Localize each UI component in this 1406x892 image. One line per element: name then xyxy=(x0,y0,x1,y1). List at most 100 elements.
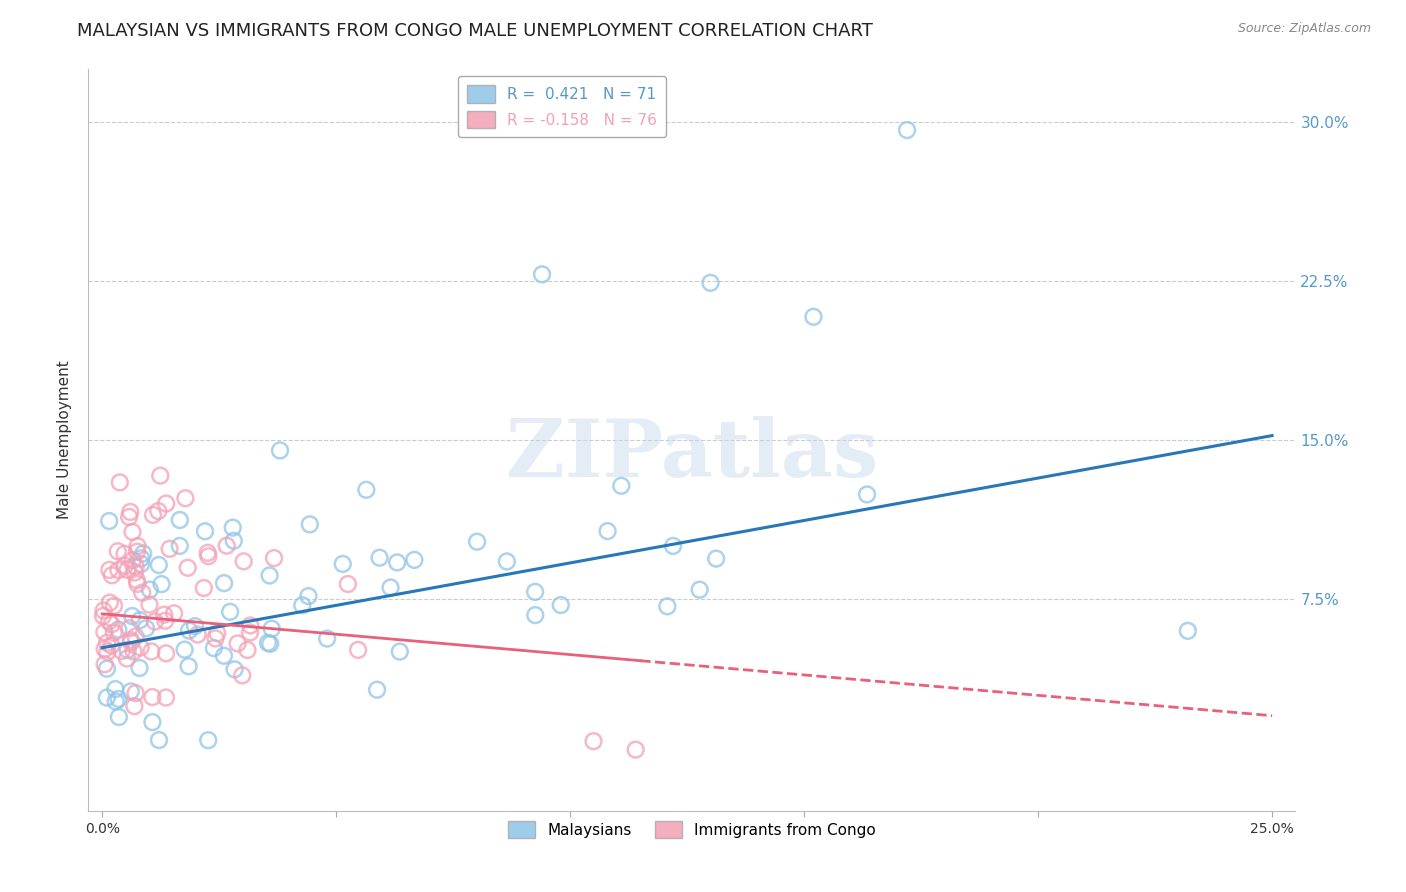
Point xyxy=(100,639,122,653)
Point xyxy=(524,585,547,599)
Point xyxy=(236,643,259,657)
Point xyxy=(91,609,114,624)
Point xyxy=(141,644,163,658)
Point xyxy=(215,539,238,553)
Point xyxy=(155,690,177,705)
Point xyxy=(297,589,319,603)
Point xyxy=(114,558,136,573)
Point xyxy=(93,642,115,657)
Point xyxy=(388,644,411,658)
Point xyxy=(98,563,121,577)
Point xyxy=(128,613,150,627)
Point xyxy=(260,622,283,636)
Point xyxy=(298,517,321,532)
Point xyxy=(128,661,150,675)
Point xyxy=(269,443,291,458)
Point xyxy=(135,621,157,635)
Point xyxy=(108,710,131,724)
Point xyxy=(232,554,254,568)
Point xyxy=(495,554,517,568)
Point xyxy=(98,615,121,629)
Text: Source: ZipAtlas.com: Source: ZipAtlas.com xyxy=(1237,22,1371,36)
Point xyxy=(263,551,285,566)
Point xyxy=(139,582,162,597)
Point xyxy=(259,637,281,651)
Point xyxy=(197,546,219,560)
Point xyxy=(224,662,246,676)
Point xyxy=(212,648,235,663)
Point xyxy=(336,577,359,591)
Point xyxy=(704,551,727,566)
Point xyxy=(184,619,207,633)
Point xyxy=(107,563,129,577)
Point xyxy=(149,468,172,483)
Point xyxy=(531,268,554,282)
Point xyxy=(122,644,145,658)
Point xyxy=(153,614,176,628)
Point xyxy=(332,557,354,571)
Point xyxy=(120,633,142,648)
Point xyxy=(93,603,115,617)
Point xyxy=(103,599,125,613)
Point xyxy=(368,550,391,565)
Point xyxy=(125,544,148,558)
Point xyxy=(803,310,825,324)
Point xyxy=(187,627,209,641)
Point xyxy=(93,625,115,640)
Point xyxy=(662,539,685,553)
Point xyxy=(1177,624,1199,638)
Point xyxy=(129,557,152,571)
Point xyxy=(366,682,388,697)
Point xyxy=(624,742,647,756)
Point xyxy=(356,483,378,497)
Point xyxy=(114,547,136,561)
Point xyxy=(380,581,402,595)
Point xyxy=(121,524,143,539)
Point xyxy=(117,643,139,657)
Point xyxy=(596,524,619,538)
Point xyxy=(197,549,219,564)
Point xyxy=(108,475,131,490)
Point xyxy=(129,640,152,655)
Point xyxy=(124,559,146,574)
Point xyxy=(148,733,170,747)
Point xyxy=(120,635,142,649)
Point xyxy=(347,643,370,657)
Point xyxy=(202,641,225,656)
Point xyxy=(177,560,200,574)
Point xyxy=(104,694,127,708)
Point xyxy=(107,544,129,558)
Point xyxy=(98,514,121,528)
Point xyxy=(148,558,170,572)
Point xyxy=(222,533,245,548)
Point xyxy=(856,487,879,501)
Point xyxy=(153,607,176,622)
Point xyxy=(103,625,125,640)
Point xyxy=(100,617,122,632)
Point xyxy=(163,607,186,621)
Point xyxy=(141,690,163,704)
Point xyxy=(689,582,711,597)
Point xyxy=(404,553,426,567)
Point xyxy=(231,668,253,682)
Point xyxy=(129,551,152,566)
Point xyxy=(699,276,721,290)
Legend: Malaysians, Immigrants from Congo: Malaysians, Immigrants from Congo xyxy=(502,814,882,845)
Point xyxy=(173,642,195,657)
Point xyxy=(896,123,918,137)
Point xyxy=(194,524,217,539)
Point xyxy=(142,508,165,522)
Point xyxy=(107,692,129,706)
Point xyxy=(104,682,127,697)
Point xyxy=(204,632,226,646)
Point xyxy=(193,581,215,595)
Point xyxy=(524,608,547,623)
Y-axis label: Male Unemployment: Male Unemployment xyxy=(58,360,72,519)
Point xyxy=(465,534,488,549)
Point xyxy=(259,568,281,582)
Point xyxy=(124,686,146,700)
Point xyxy=(155,646,177,660)
Point xyxy=(657,599,679,614)
Point xyxy=(125,573,148,587)
Point xyxy=(257,636,280,650)
